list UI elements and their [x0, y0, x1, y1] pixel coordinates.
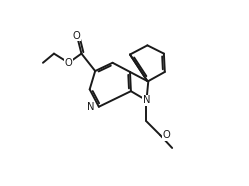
Text: O: O [65, 58, 72, 68]
Text: N: N [143, 95, 150, 105]
Text: N: N [87, 102, 94, 112]
Text: O: O [73, 31, 81, 41]
Text: O: O [162, 130, 170, 140]
